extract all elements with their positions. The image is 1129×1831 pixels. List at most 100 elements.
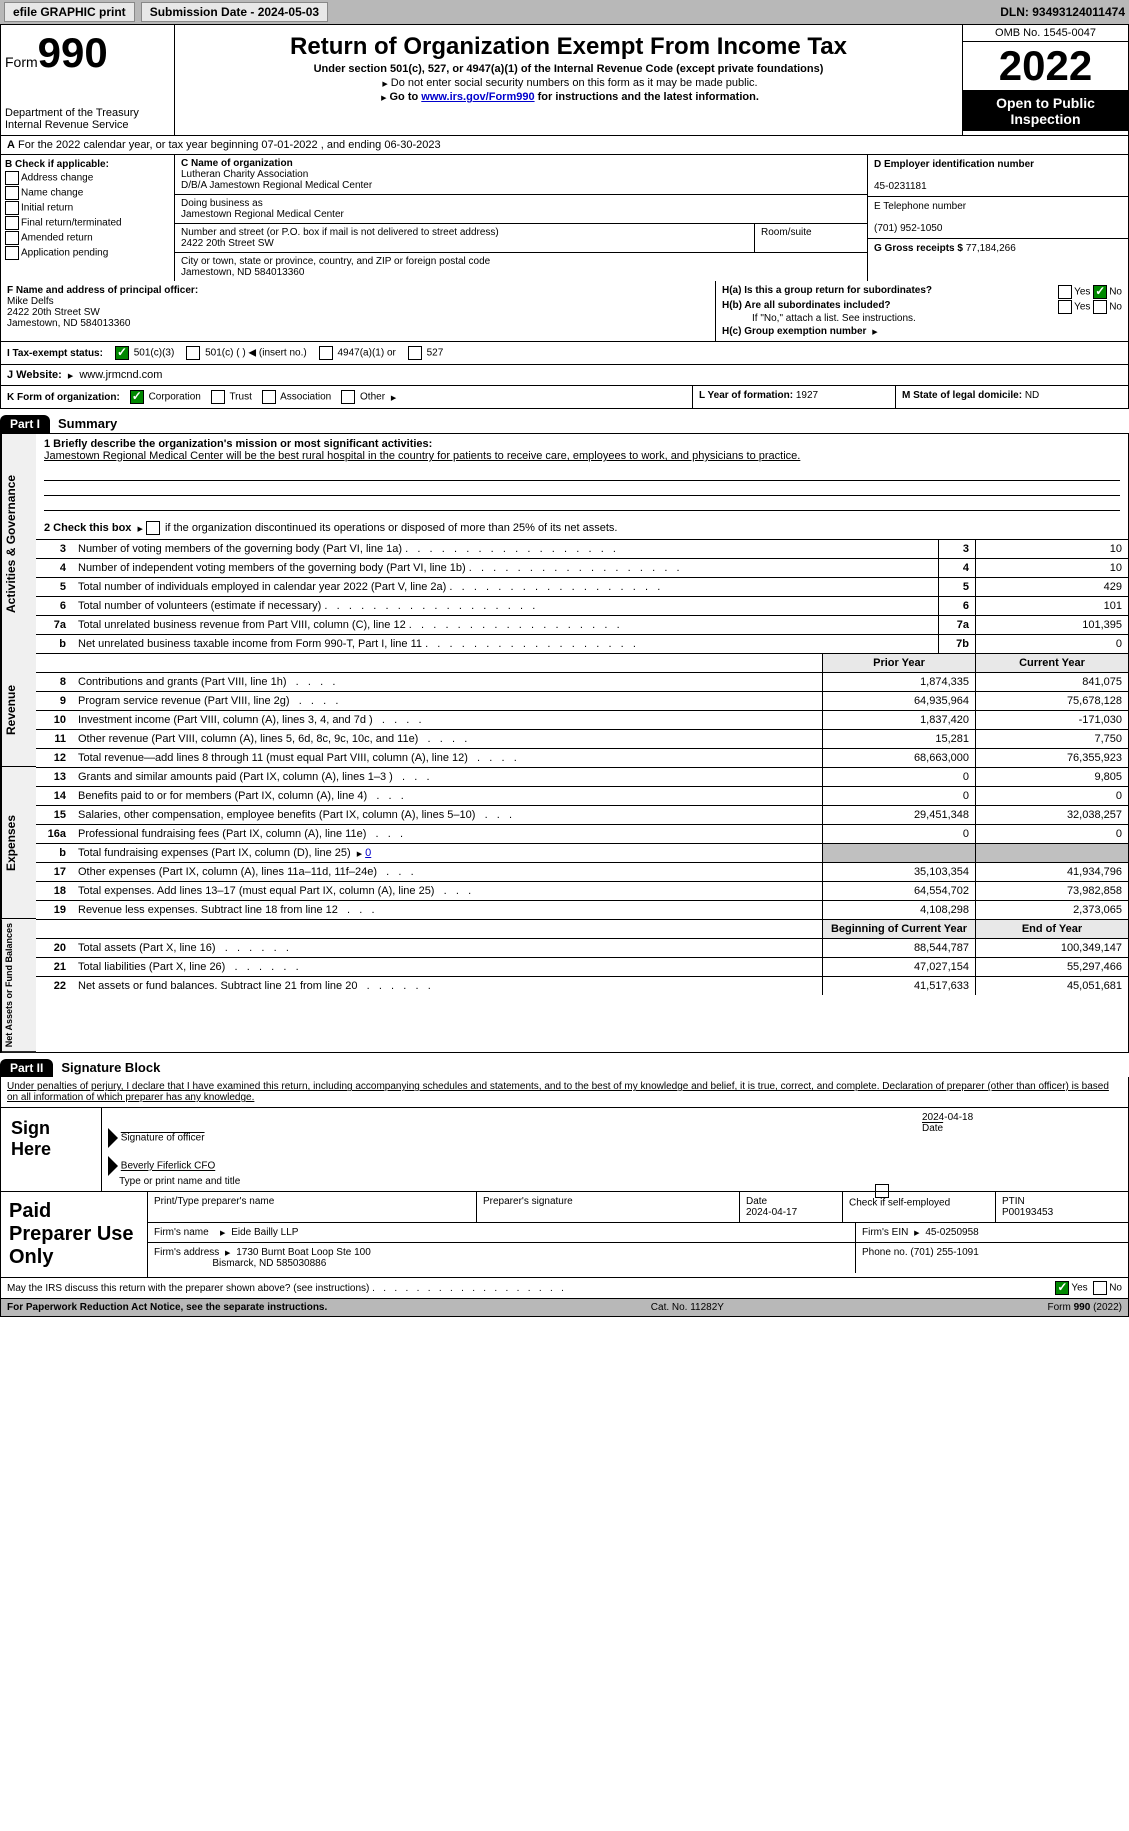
table-row: 8 Contributions and grants (Part VIII, l…: [36, 673, 1128, 692]
line-2-checkbox-row: 2 Check this box if the organization dis…: [36, 517, 1128, 539]
type-name-label: Type or print name and title: [119, 1176, 240, 1187]
app-pending-checkbox[interactable]: [5, 246, 19, 260]
form-subtitle: Under section 501(c), 527, or 4947(a)(1)…: [181, 63, 956, 75]
discontinued-checkbox[interactable]: [146, 521, 160, 535]
table-row: 16a Professional fundraising fees (Part …: [36, 825, 1128, 844]
row-klm: K Form of organization: Corporation Trus…: [0, 386, 1129, 409]
part-i-body: Activities & Governance 1 Briefly descri…: [0, 433, 1129, 1053]
table-row: 12 Total revenue—add lines 8 through 11 …: [36, 749, 1128, 768]
table-row: 17 Other expenses (Part IX, column (A), …: [36, 863, 1128, 882]
amended-return-checkbox[interactable]: [5, 231, 19, 245]
table-row: 5 Total number of individuals employed i…: [36, 578, 1128, 597]
form-header: Form990 Department of the Treasury Inter…: [0, 24, 1129, 136]
form-number: Form990: [5, 29, 170, 77]
501c3-checkbox[interactable]: [115, 346, 129, 360]
table-row: 6 Total number of volunteers (estimate i…: [36, 597, 1128, 616]
side-activities-label: Activities & Governance: [1, 434, 36, 653]
begin-year-header: Beginning of Current Year: [823, 920, 976, 939]
table-row: 18 Total expenses. Add lines 13–17 (must…: [36, 882, 1128, 901]
firm-name-cell: Firm's name Eide Bailly LLP: [148, 1223, 855, 1242]
cat-number: Cat. No. 11282Y: [651, 1302, 724, 1313]
column-b-checkboxes: B Check if applicable: Address change Na…: [1, 155, 175, 281]
table-row: 7a Total unrelated business revenue from…: [36, 616, 1128, 635]
ptin-cell: PTINP00193453: [995, 1192, 1128, 1222]
tax-year: 2022: [963, 42, 1128, 91]
table-row: 11 Other revenue (Part VIII, column (A),…: [36, 730, 1128, 749]
self-employed-checkbox[interactable]: [875, 1184, 889, 1198]
date-label: Date: [922, 1123, 943, 1134]
trust-checkbox[interactable]: [211, 390, 225, 404]
initial-return-checkbox[interactable]: [5, 201, 19, 215]
paperwork-notice: For Paperwork Reduction Act Notice, see …: [7, 1302, 327, 1313]
print-name-label: Print/Type preparer's name: [148, 1192, 476, 1222]
room-suite: Room/suite: [755, 224, 867, 252]
table-row: b Total fundraising expenses (Part IX, c…: [36, 844, 1128, 863]
table-row: 19 Revenue less expenses. Subtract line …: [36, 901, 1128, 920]
table-row: 9 Program service revenue (Part VIII, li…: [36, 692, 1128, 711]
part-i-title: Summary: [58, 416, 117, 431]
goto-link-row: Go to www.irs.gov/Form990 for instructio…: [181, 91, 956, 103]
4947-checkbox[interactable]: [319, 346, 333, 360]
h-c-exemption: H(c) Group exemption number: [722, 326, 1122, 337]
dept-treasury: Department of the Treasury: [5, 107, 170, 119]
name-change-checkbox[interactable]: [5, 186, 19, 200]
section-fh: F Name and address of principal officer:…: [0, 281, 1129, 342]
form-footer-label: Form 990 (2022): [1048, 1302, 1122, 1313]
table-row: 10 Investment income (Part VIII, column …: [36, 711, 1128, 730]
hb-yes-checkbox[interactable]: [1058, 300, 1072, 314]
dln-label: DLN: 93493124011474: [1000, 5, 1125, 19]
signature-arrow-icon: [108, 1128, 118, 1148]
hb-no-checkbox[interactable]: [1093, 300, 1107, 314]
expenses-table: 13 Grants and similar amounts paid (Part…: [36, 767, 1128, 919]
other-checkbox[interactable]: [341, 390, 355, 404]
org-name-cell: C Name of organization Lutheran Charity …: [175, 155, 867, 195]
discuss-yes-checkbox[interactable]: [1055, 1281, 1069, 1295]
self-employed-cell: Check if self-employed: [842, 1192, 995, 1222]
ha-yes-checkbox[interactable]: [1058, 285, 1072, 299]
address-row: Number and street (or P.O. box if mail i…: [175, 224, 867, 253]
state-domicile: M State of legal domicile: ND: [895, 386, 1128, 408]
omb-number: OMB No. 1545-0047: [963, 25, 1128, 42]
side-expenses-label: Expenses: [1, 767, 36, 919]
table-row: 4 Number of independent voting members o…: [36, 559, 1128, 578]
row-j-website: J Website: www.jrmcnd.com: [0, 365, 1129, 386]
dba-cell: Doing business as Jamestown Regional Med…: [175, 195, 867, 224]
open-to-public: Open to Public Inspection: [963, 91, 1128, 131]
city-cell: City or town, state or province, country…: [175, 253, 867, 281]
revenue-table: Prior Year Current Year: [36, 653, 1128, 672]
table-row: b Net unrelated business taxable income …: [36, 635, 1128, 654]
ha-no-checkbox[interactable]: [1093, 285, 1107, 299]
ein-cell: D Employer identification number 45-0231…: [868, 155, 1128, 197]
telephone-cell: E Telephone number (701) 952-1050: [868, 197, 1128, 239]
table-row: 15 Salaries, other compensation, employe…: [36, 806, 1128, 825]
501c-checkbox[interactable]: [186, 346, 200, 360]
table-row: 3 Number of voting members of the govern…: [36, 540, 1128, 559]
sign-here-label: Sign Here: [1, 1108, 102, 1191]
page-footer: For Paperwork Reduction Act Notice, see …: [0, 1299, 1129, 1317]
527-checkbox[interactable]: [408, 346, 422, 360]
part-ii-title: Signature Block: [61, 1060, 160, 1075]
end-year-header: End of Year: [976, 920, 1129, 939]
irs-form990-link[interactable]: www.irs.gov/Form990: [421, 91, 534, 103]
submission-date-button[interactable]: Submission Date - 2024-05-03: [141, 2, 328, 22]
corp-checkbox[interactable]: [130, 390, 144, 404]
efile-print-button[interactable]: efile GRAPHIC print: [4, 2, 135, 22]
website-url: www.jrmcnd.com: [79, 369, 162, 381]
table-row: 20 Total assets (Part X, line 16) . . . …: [36, 939, 1128, 958]
gross-receipts-cell: G Gross receipts $ 77,184,266: [868, 239, 1128, 258]
paid-preparer-label: Paid Preparer Use Only: [1, 1192, 147, 1277]
final-return-checkbox[interactable]: [5, 216, 19, 230]
row-i-tax-status: I Tax-exempt status: 501(c)(3) 501(c) ( …: [0, 342, 1129, 365]
signature-date: 2024-04-18: [922, 1112, 973, 1123]
firm-address-cell: Firm's address 1730 Burnt Boat Loop Ste …: [148, 1243, 855, 1273]
table-row: 21 Total liabilities (Part X, line 26) .…: [36, 958, 1128, 977]
discuss-no-checkbox[interactable]: [1093, 1281, 1107, 1295]
irs-label: Internal Revenue Service: [5, 119, 170, 131]
addr-change-checkbox[interactable]: [5, 171, 19, 185]
h-a-group-return: H(a) Is this a group return for subordin…: [722, 285, 1122, 296]
year-formation: L Year of formation: 1927: [692, 386, 895, 408]
assoc-checkbox[interactable]: [262, 390, 276, 404]
signature-block: Under penalties of perjury, I declare th…: [0, 1077, 1129, 1278]
officer-name: Beverly Fiferlick CFO: [121, 1161, 215, 1172]
governance-table: 3 Number of voting members of the govern…: [36, 539, 1128, 653]
